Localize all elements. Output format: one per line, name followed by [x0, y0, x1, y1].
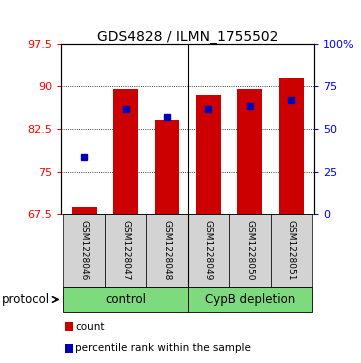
Text: GSM1228048: GSM1228048	[162, 220, 171, 281]
Bar	[279, 78, 304, 214]
Bar	[146, 214, 188, 287]
Bar	[72, 207, 97, 214]
Text: GSM1228051: GSM1228051	[287, 220, 296, 281]
Bar	[105, 214, 146, 287]
Bar	[188, 214, 229, 287]
Text: control: control	[105, 293, 146, 306]
Text: CypB depletion: CypB depletion	[205, 293, 295, 306]
Bar	[64, 287, 188, 312]
Bar	[113, 89, 138, 214]
Text: protocol: protocol	[2, 293, 50, 306]
Text: percentile rank within the sample: percentile rank within the sample	[75, 343, 251, 354]
Bar	[64, 214, 105, 287]
Text: GSM1228046: GSM1228046	[80, 220, 89, 281]
Text: GSM1228047: GSM1228047	[121, 220, 130, 281]
Title: GDS4828 / ILMN_1755502: GDS4828 / ILMN_1755502	[97, 29, 278, 44]
Bar	[229, 214, 271, 287]
Bar	[238, 89, 262, 214]
Bar	[196, 95, 221, 214]
Bar	[155, 120, 179, 214]
Text: GSM1228050: GSM1228050	[245, 220, 255, 281]
Bar	[188, 287, 312, 312]
Text: GSM1228049: GSM1228049	[204, 220, 213, 281]
Bar	[271, 214, 312, 287]
Text: count: count	[75, 322, 105, 332]
